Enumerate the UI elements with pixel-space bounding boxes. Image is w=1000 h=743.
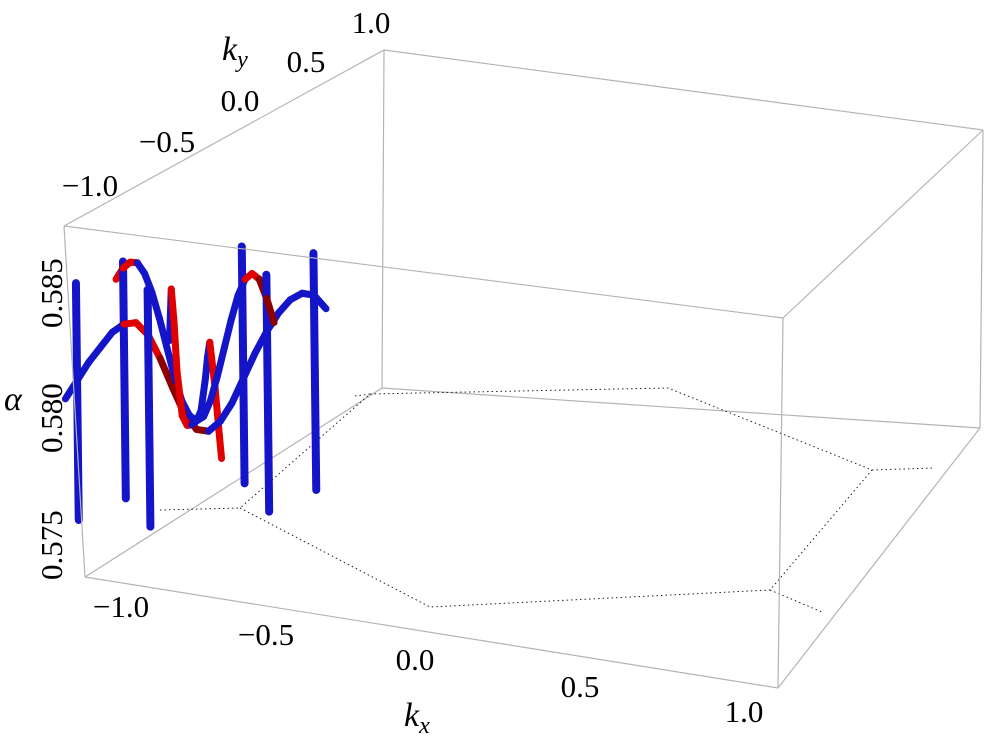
plot-box-front	[63, 129, 984, 689]
floor-reference-line	[871, 467, 936, 471]
series-kx-segment	[156, 354, 176, 391]
box-edge	[777, 317, 784, 689]
x-tick-label: −0.5	[238, 617, 294, 652]
box-edge	[979, 129, 984, 429]
series-diagonal-segment	[170, 318, 181, 375]
vertical-line	[262, 270, 274, 516]
x-tick-label: −1.0	[93, 589, 149, 624]
box-edge	[381, 49, 385, 389]
series-ky-segment	[227, 292, 242, 324]
x-tick-label: 0.5	[561, 669, 600, 704]
z-tick-label: 0.580	[34, 383, 69, 453]
x-axis-ticks: −1.0 −0.5 0.0 0.5 1.0	[93, 589, 763, 729]
brillouin-zone-outline	[159, 387, 936, 613]
y-axis-label: ky	[222, 31, 248, 73]
y-tick-label: 0.0	[221, 83, 260, 118]
box-edge	[777, 427, 981, 689]
box-edge	[63, 225, 86, 578]
series-diagonal-segment	[197, 374, 209, 414]
series-ky-segment	[263, 294, 278, 326]
floor-reference-line	[159, 507, 241, 511]
vertical-line	[71, 279, 83, 524]
series-kx-segment	[240, 349, 259, 382]
z-axis-ticks: 0.575 0.580 0.585	[34, 258, 69, 580]
series-diagonal-segment	[173, 367, 186, 420]
series-diagonal-segment	[211, 383, 223, 440]
x-axis-label: kx	[404, 697, 430, 739]
vertical-line	[309, 249, 321, 494]
y-tick-label: 0.5	[287, 44, 326, 79]
series-ky-segment	[163, 344, 178, 381]
floor-reference-line	[769, 589, 823, 613]
series-ky-segment	[155, 315, 171, 352]
series-kx-segment	[73, 358, 93, 385]
series-kx-segment	[310, 291, 330, 313]
series-diagonal-segment	[167, 285, 178, 326]
z-tick-label: 0.575	[34, 510, 69, 580]
series-ky-segment	[207, 372, 221, 404]
floor-reference-line	[354, 393, 371, 397]
box-edge	[63, 225, 784, 319]
y-axis-ticks: −1.0 −0.5 0.0 0.5 1.0	[62, 5, 390, 203]
series-kx-segment	[228, 374, 248, 407]
box-edge	[84, 387, 383, 578]
box-edge	[63, 49, 385, 227]
y-tick-label: −0.5	[139, 124, 195, 159]
chart-curves	[61, 242, 330, 531]
series-ky-segment	[220, 316, 235, 352]
box-edge	[84, 576, 779, 689]
z-tick-label: 0.585	[34, 258, 69, 328]
y-tick-label: −1.0	[62, 168, 118, 203]
brillouin-zone-hexagon	[239, 387, 873, 608]
plot-box-back	[63, 49, 984, 578]
box-edge	[381, 387, 981, 429]
vertical-line	[119, 257, 130, 503]
x-tick-label: 1.0	[725, 694, 764, 729]
box-edge	[383, 49, 984, 131]
series-diagonal-segment	[215, 432, 226, 462]
series-kx-segment	[216, 399, 236, 425]
vertical-line	[143, 285, 155, 531]
box-edge	[782, 129, 984, 319]
z-axis-label: α	[4, 381, 23, 418]
x-tick-label: 0.0	[396, 642, 435, 677]
y-tick-label: 1.0	[352, 5, 391, 40]
series-ky-segment	[148, 289, 163, 323]
series-ky-segment	[213, 344, 228, 380]
series-diagonal-segment	[201, 353, 212, 382]
